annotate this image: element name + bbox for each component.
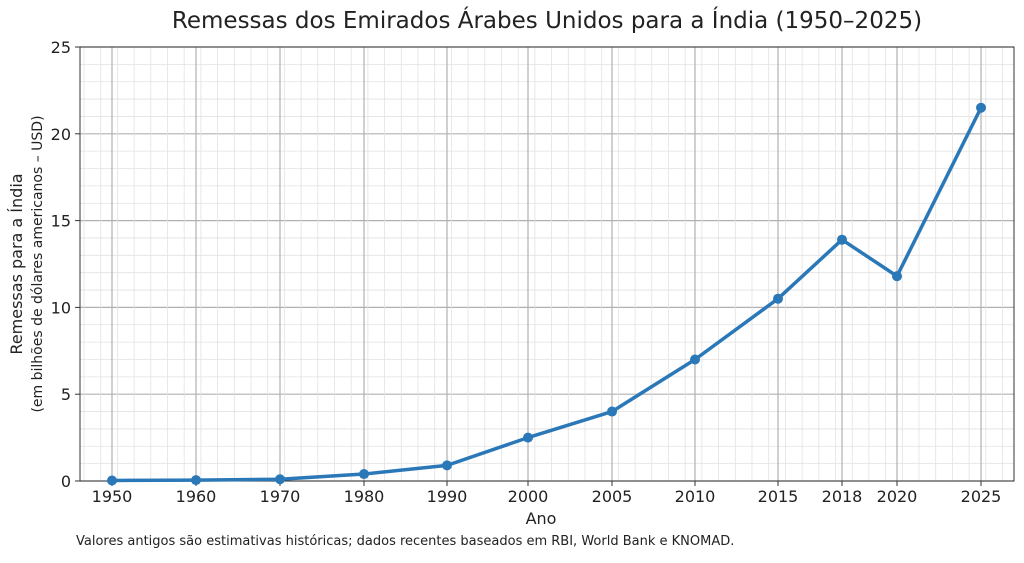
y-axis: 0 5 10 15 20 25 [51, 38, 80, 491]
x-tick-label: 1970 [260, 487, 301, 506]
data-line [111, 106, 983, 483]
series-line [107, 102, 986, 486]
x-axis-label: Ano [526, 509, 557, 528]
y-tick-label: 0 [61, 472, 71, 491]
x-tick-label: 2018 [822, 487, 863, 506]
data-point [837, 234, 847, 245]
x-tick-label: 2010 [675, 487, 716, 506]
chart-title: Remessas dos Emirados Árabes Unidos para… [172, 6, 922, 34]
data-point [107, 475, 117, 486]
y-axis-sublabel: (em bilhões de dólares americanos – USD) [30, 115, 46, 412]
y-tick-label: 20 [51, 125, 71, 144]
plot-frame [79, 46, 1015, 482]
y-tick-label: 25 [51, 38, 71, 57]
x-tick-label: 2025 [961, 487, 1002, 506]
x-tick-label: 1990 [427, 487, 468, 506]
x-tick-label: 1950 [92, 487, 133, 506]
data-point [191, 475, 201, 486]
data-point [359, 469, 369, 480]
x-tick-label: 1980 [344, 487, 385, 506]
data-point [773, 293, 783, 304]
x-tick-label: 2005 [592, 487, 633, 506]
x-tick-label: 1960 [176, 487, 217, 506]
x-axis: 1950 1960 1970 1980 1990 2000 2005 2010 2015 2018… [92, 481, 1002, 506]
x-tick-label: 2015 [758, 487, 799, 506]
x-tick-label: 2020 [877, 487, 918, 506]
data-point [976, 102, 986, 113]
data-point [607, 406, 617, 417]
y-tick-label: 10 [51, 298, 71, 317]
grid [79, 46, 1015, 482]
data-point [892, 271, 902, 282]
y-axis-label: Remessas para a Índia [7, 173, 26, 354]
data-point [442, 460, 452, 471]
footnote: Valores antigos são estimativas históric… [76, 534, 734, 549]
y-tick-label: 15 [51, 212, 71, 231]
data-point [690, 354, 700, 365]
data-point [275, 474, 285, 485]
data-point [523, 432, 533, 443]
y-tick-label: 5 [61, 385, 71, 404]
x-tick-label: 2000 [508, 487, 549, 506]
